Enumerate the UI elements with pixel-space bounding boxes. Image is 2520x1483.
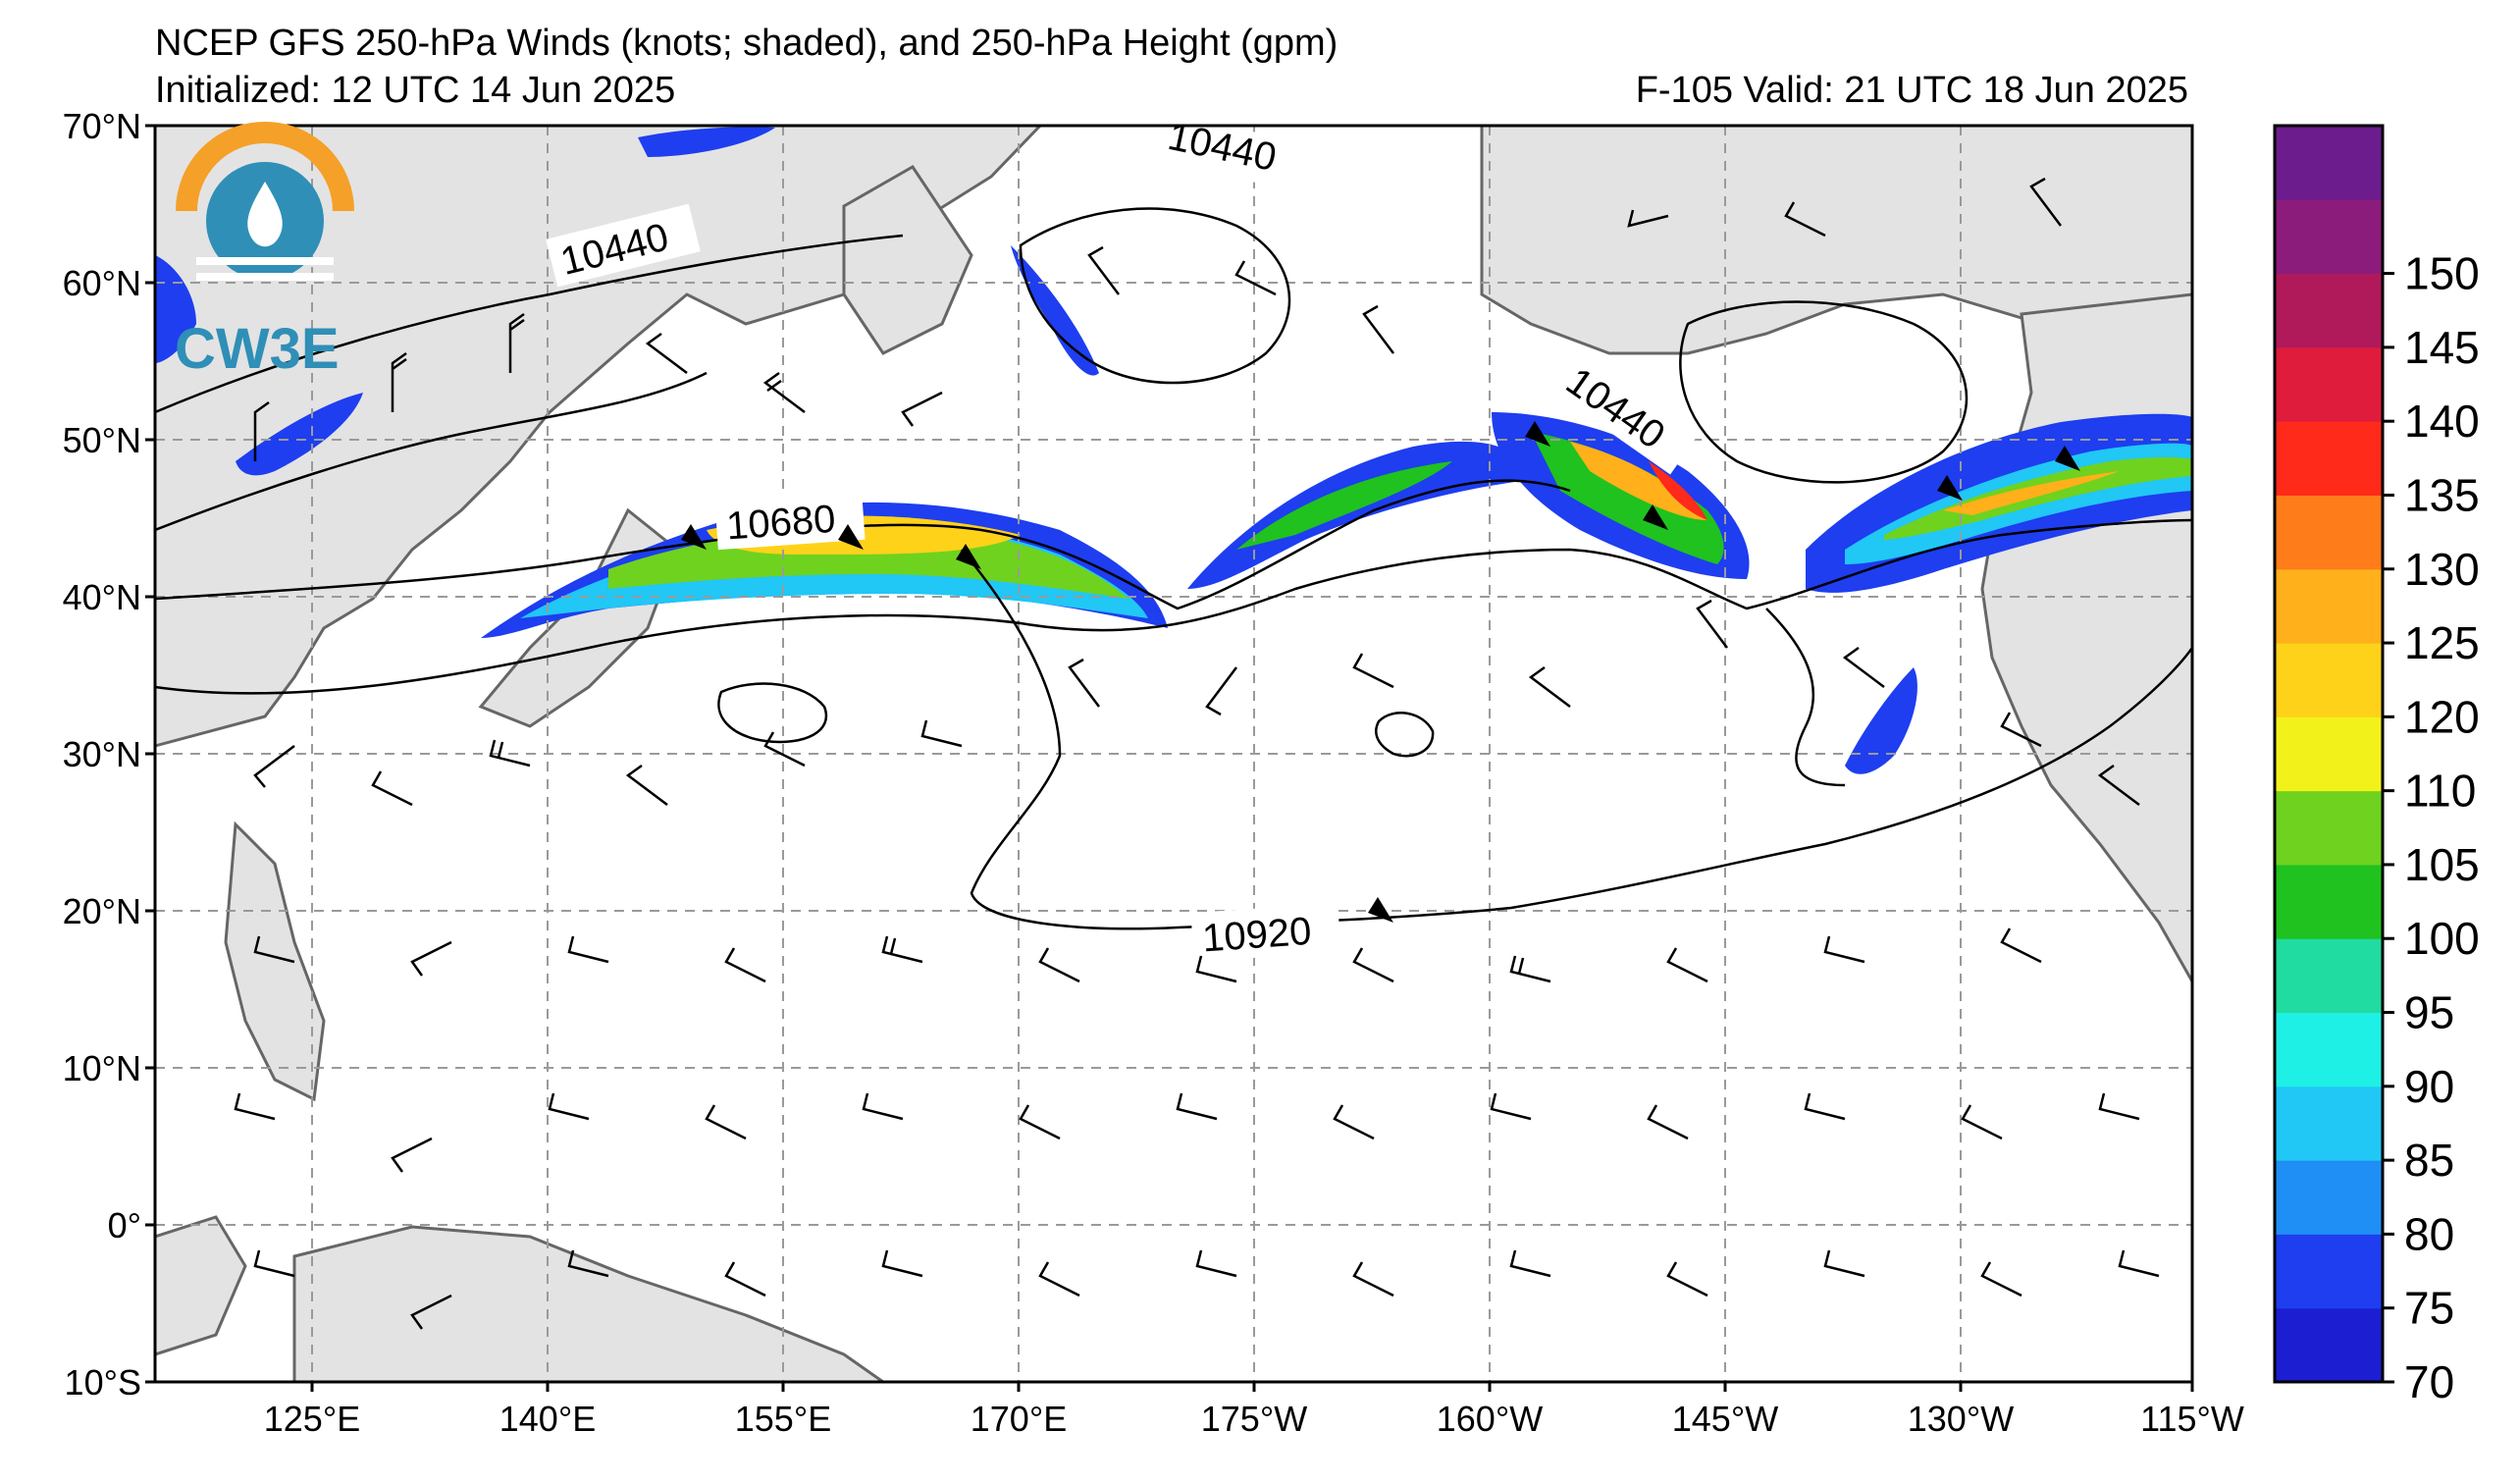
colorbar-tick-label: 110 [2404, 766, 2476, 817]
colorbar-swatch [2275, 716, 2383, 792]
colorbar-frame [2273, 124, 2385, 1384]
land-borneo [155, 1215, 247, 1356]
colorbar-swatch [2275, 790, 2383, 866]
colorbar-swatch [2275, 1160, 2383, 1235]
colorbar-swatch [2275, 1012, 2383, 1087]
lon-label-115w: 115°W [2140, 1399, 2244, 1439]
lon-label-175w: 175°W [1201, 1399, 1307, 1439]
colorbar-swatch [2275, 1307, 2383, 1383]
lon-label-160w: 160°W [1437, 1399, 1543, 1439]
lon-label-170e: 170°E [971, 1399, 1067, 1439]
colorbar-swatch [2275, 643, 2383, 717]
colorbar-tick-label: 90 [2404, 1061, 2454, 1112]
colorbar-swatch [2275, 864, 2383, 939]
colorbar-swatch [2275, 1086, 2383, 1161]
jet-na-max [1943, 471, 2120, 515]
valid-time: F-105 Valid: 21 UTC 18 Jun 2025 [1635, 70, 2188, 111]
contour-label-10920: 10920 [1201, 910, 1313, 961]
colorbar-swatch [2275, 346, 2383, 422]
lon-label-145w: 145°W [1672, 1399, 1778, 1439]
colorbar-tick-label: 135 [2404, 469, 2480, 520]
lat-label-30n: 30°N [63, 734, 141, 774]
colorbar-tick-label: 145 [2404, 322, 2480, 373]
lon-label-125e: 125°E [264, 1399, 360, 1439]
land-philippines [224, 821, 326, 1102]
height-contours [155, 207, 2192, 930]
colorbar-tick-label: 120 [2404, 691, 2480, 742]
colorbar-tick-label: 125 [2404, 617, 2480, 668]
jet-aleutian-outer [1187, 441, 1523, 589]
initialized-time: Initialized: 12 UTC 14 Jun 2025 [155, 70, 676, 111]
colorbar-swatch [2275, 938, 2383, 1014]
jet-gulf-core [1570, 442, 1707, 520]
lat-label-60n: 60°N [63, 263, 141, 303]
jet-west-2 [236, 393, 363, 476]
jet-bering [1011, 245, 1099, 376]
jet-shading [155, 127, 2192, 774]
lat-label-0: 0° [108, 1205, 141, 1245]
map-panel: 10440 10440 10440 10680 10920 [155, 126, 2192, 1382]
colorbar-tick-label: 130 [2404, 544, 2480, 595]
jet-gulf-max [1649, 461, 1707, 520]
lat-label-10n: 10°N [63, 1048, 141, 1088]
colorbar-tick-label: 100 [2404, 913, 2480, 964]
jet-aleutian-core [1236, 461, 1452, 550]
colorbar-tick-label: 150 [2404, 248, 2480, 299]
colorbar-swatches [2275, 126, 2383, 1383]
lat-ticks [145, 124, 155, 1384]
colorbar-tick-label: 75 [2404, 1283, 2454, 1334]
colorbar-swatch [2275, 273, 2383, 348]
contour-label-10680: 10680 [725, 498, 837, 549]
map-title: NCEP GFS 250-hPa Winds (knots; shaded), … [155, 23, 1339, 64]
colorbar-swatch [2275, 126, 2383, 200]
lat-label-50n: 50°N [63, 420, 141, 460]
jet-arctic [638, 127, 775, 157]
lat-label-70n: 70°N [63, 106, 141, 146]
colorbar-swatch [2275, 199, 2383, 275]
land-kamchatka [842, 165, 973, 355]
lat-label-10s: 10°S [65, 1362, 141, 1403]
colorbar: 70 75 80 85 90 95 100 105 110 120 125 130 135 140 145 1… [2273, 124, 2480, 1407]
colorbar-labels: 70 75 80 85 90 95 100 105 110 120 125 130 135 140 145 1… [2383, 248, 2480, 1407]
wind-barbs [234, 177, 2160, 1330]
colorbar-swatch [2275, 568, 2383, 644]
lat-axis: 70°N 60°N 50°N 40°N 30°N 20°N 10°N 0° 10… [63, 106, 141, 1403]
logo-text: CW3E [175, 317, 340, 381]
water-drop-icon [247, 182, 283, 247]
wind-pennants [681, 421, 2080, 923]
lon-label-140e: 140°E [499, 1399, 596, 1439]
colorbar-swatch [2275, 495, 2383, 570]
jet-subtropical [1845, 667, 1917, 774]
colorbar-tick-label: 80 [2404, 1208, 2454, 1259]
colorbar-tick-label: 70 [2404, 1356, 2454, 1407]
lat-label-40n: 40°N [63, 577, 141, 617]
lat-label-20n: 20°N [63, 891, 141, 931]
colorbar-tick-label: 105 [2404, 839, 2480, 890]
lon-label-130w: 130°W [1908, 1399, 2014, 1439]
lon-ticks [310, 1382, 2194, 1392]
lon-label-155e: 155°E [735, 1399, 831, 1439]
colorbar-swatch [2275, 421, 2383, 496]
lon-axis: 125°E 140°E 155°E 170°E 175°W 160°W 145°… [264, 1399, 2244, 1439]
jet-gulf-mid [1531, 432, 1724, 564]
contour-label-group: 10440 10440 10440 10680 10920 [546, 126, 1699, 963]
jet-west-1 [155, 255, 196, 363]
colorbar-tick-label: 140 [2404, 396, 2480, 447]
colorbar-swatch [2275, 1234, 2383, 1309]
land-newguinea [292, 1225, 886, 1382]
colorbar-tick-label: 95 [2404, 987, 2454, 1038]
graticule [155, 126, 2192, 1382]
colorbar-tick-label: 85 [2404, 1135, 2454, 1186]
cw3e-logo: CW3E [175, 122, 354, 381]
